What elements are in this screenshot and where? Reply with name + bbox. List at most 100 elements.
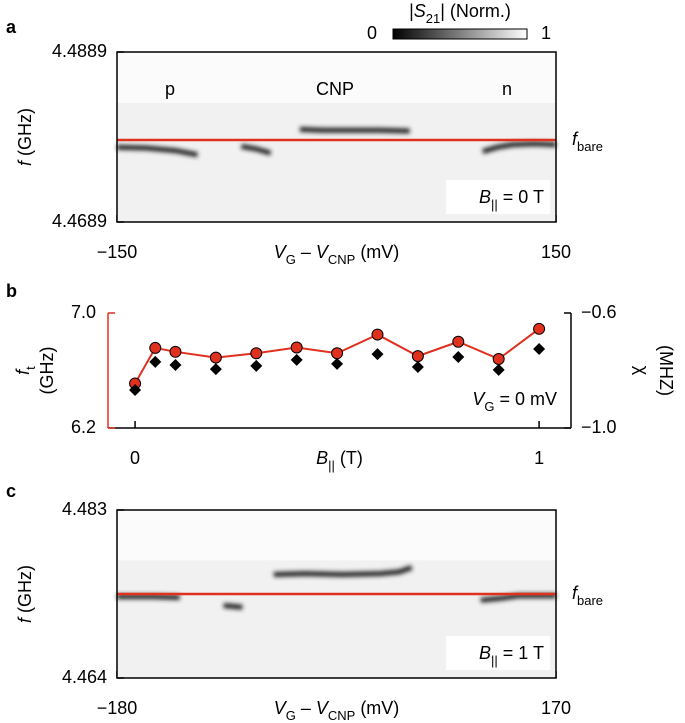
- x-axis-label: VG – VCNP (mV): [274, 698, 400, 723]
- reference-label-part: f: [572, 583, 579, 603]
- x-axis-label-part: V: [274, 698, 288, 718]
- x-axis-label-part: CNP: [328, 252, 355, 267]
- y-axis-label-part: t: [23, 366, 38, 370]
- x-axis-label-part: ||: [328, 458, 335, 473]
- x-axis-label: VG – VCNP (mV): [274, 242, 400, 267]
- field-label: B|| = 1 T: [479, 643, 544, 668]
- colorbar: [392, 28, 528, 40]
- field-label-part: B: [479, 643, 491, 663]
- annotation-part: = 0 mV: [494, 389, 557, 409]
- y-axis-label: ft: [13, 366, 38, 375]
- x-axis-label: B|| (T): [316, 448, 363, 473]
- x-axis-label-part: V: [274, 242, 288, 262]
- data-point: [452, 335, 465, 348]
- data-point: [371, 348, 384, 361]
- data-point: [533, 322, 546, 335]
- reference-label-part: bare: [577, 139, 603, 154]
- x-tick-label: 1: [534, 448, 544, 468]
- data-point: [250, 359, 263, 372]
- x-tick-label: 0: [130, 448, 140, 468]
- y-axis-label-part: (GHz): [37, 347, 57, 395]
- x-axis-label-part: V: [316, 698, 330, 718]
- heatmap-top: [117, 52, 556, 103]
- data-point: [129, 384, 142, 397]
- field-label-part: B: [479, 187, 491, 207]
- colorbar-label-part: |: [409, 1, 414, 21]
- data-point: [411, 350, 424, 363]
- y-axis-label: f (GHz): [15, 108, 35, 166]
- region-label: p: [165, 79, 175, 99]
- colorbar-label-part: 21: [426, 11, 440, 26]
- data-point: [209, 351, 222, 364]
- data-point: [149, 355, 162, 368]
- y-axis-label-part: (GHz): [15, 108, 35, 161]
- data-point: [169, 359, 182, 372]
- frame: [116, 51, 557, 223]
- x-tick-label: −180: [97, 698, 138, 718]
- y-axis-label-part: (GHz): [15, 565, 35, 618]
- y2-axis-label: χ: [632, 366, 652, 376]
- panel-letter: a: [6, 17, 17, 37]
- x-tick-label: 170: [541, 698, 571, 718]
- y-tick-label: 4.4689: [52, 211, 107, 231]
- annotation-part: G: [484, 399, 494, 414]
- data-point: [331, 347, 344, 360]
- data-point: [492, 353, 505, 365]
- y2-axis-label-part: χ: [632, 366, 652, 376]
- x-axis-label-part: –: [296, 242, 316, 262]
- data-point: [149, 341, 162, 354]
- y-tick-label: 6.2: [71, 417, 96, 437]
- annotation: VG = 0 mV: [472, 389, 557, 414]
- x-axis-label-part: V: [316, 242, 330, 262]
- field-label-part: ||: [491, 653, 498, 668]
- y2-tick-label: −1.0: [581, 417, 617, 437]
- y-axis-label: (GHz): [37, 347, 57, 395]
- colorbar-tick-label: 1: [541, 23, 551, 43]
- reference-label: fbare: [572, 583, 603, 608]
- x-axis-label-part: –: [296, 698, 316, 718]
- data-point: [411, 361, 424, 374]
- data-point: [250, 347, 263, 360]
- colorbar-label-part: S: [414, 1, 426, 21]
- data-point: [290, 353, 303, 366]
- field-label-part: = 1 T: [498, 643, 544, 663]
- y-axis-label-part: f: [13, 368, 33, 375]
- x-axis-label-part: B: [316, 448, 328, 468]
- reference-label: fbare: [572, 129, 603, 154]
- panel-letter: b: [6, 281, 17, 301]
- data-point: [290, 341, 303, 354]
- x-axis-label-part: G: [286, 252, 296, 267]
- data-point: [492, 363, 505, 376]
- resonance-trace: [116, 126, 557, 158]
- y-axis-label-part: f: [15, 616, 35, 623]
- y2-axis-label: (MHZ): [656, 345, 676, 396]
- x-axis-label-part: (T): [335, 448, 363, 468]
- y-tick-label: 4.464: [62, 667, 107, 687]
- field-label-part: ||: [491, 197, 498, 212]
- resonance-trace: [117, 565, 556, 610]
- region-label: CNP: [316, 79, 354, 99]
- data-point: [331, 357, 344, 370]
- x-axis-label-part: (mV): [355, 698, 399, 718]
- x-tick-label: 150: [541, 242, 571, 262]
- panel-letter: c: [6, 481, 16, 501]
- colorbar-label: |S21| (Norm.): [409, 1, 511, 26]
- annotation-part: V: [472, 389, 486, 409]
- field-label-box: [446, 636, 550, 670]
- x-axis-label-part: G: [286, 708, 296, 723]
- field-label-part: = 0 T: [498, 187, 544, 207]
- y-tick-label: 4.483: [62, 499, 107, 519]
- data-point: [371, 328, 384, 341]
- data-point: [533, 342, 546, 355]
- y-tick-label: 4.4889: [52, 41, 107, 61]
- x-axis-label-part: (mV): [355, 242, 399, 262]
- y-axis-label-part: f: [15, 159, 35, 166]
- field-label-box: [446, 180, 550, 214]
- data-point: [452, 350, 465, 363]
- data-point: [169, 345, 182, 358]
- y-tick-label: 7.0: [71, 302, 96, 322]
- colorbar-label-part: | (Norm.): [440, 1, 511, 21]
- y-axis-label: f (GHz): [15, 565, 35, 623]
- colorbar-tick-label: 0: [367, 23, 377, 43]
